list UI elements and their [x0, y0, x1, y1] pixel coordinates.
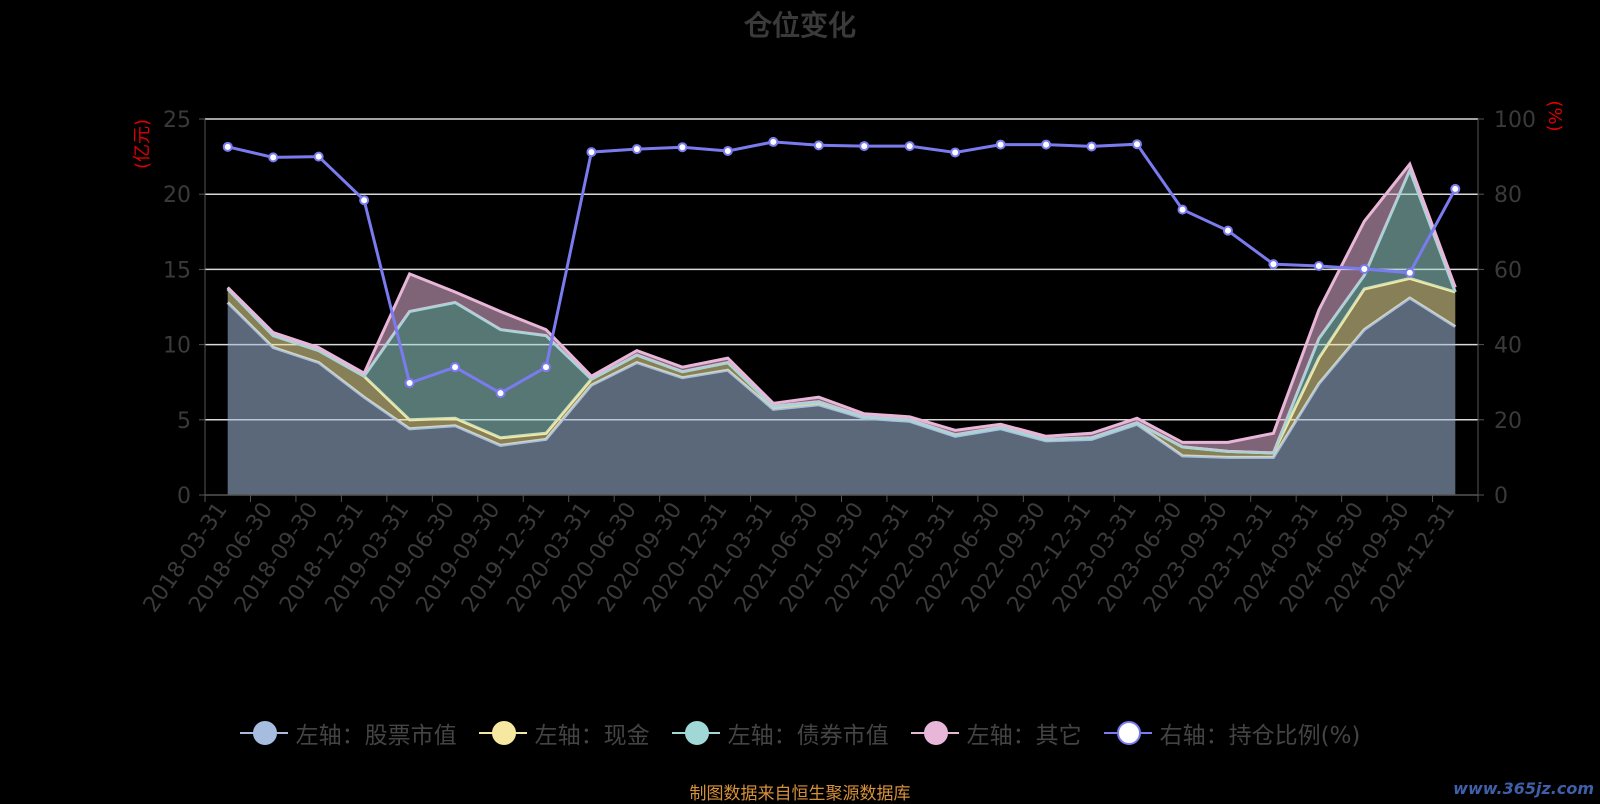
- legend-swatch-cash-icon: [478, 720, 527, 746]
- legend-label-cash: 左轴：现金: [534, 723, 650, 749]
- legend: 左轴：股票市值 左轴：现金 左轴：债券市值 左轴：其它 右轴：持仓比例(%): [0, 716, 1600, 750]
- ratio-point[interactable]: [1086, 141, 1097, 152]
- ratio-point[interactable]: [404, 377, 415, 388]
- ratio-point[interactable]: [950, 147, 961, 158]
- legend-swatch-other-icon: [910, 720, 959, 746]
- source-note: 制图数据来自恒生聚源数据库: [689, 784, 911, 804]
- ratio-point[interactable]: [1132, 139, 1143, 150]
- ratio-point[interactable]: [1450, 183, 1461, 194]
- legend-item-bond[interactable]: 左轴：债券市值: [671, 716, 889, 750]
- right-tick-label: 0: [1494, 484, 1508, 509]
- left-tick-label: 25: [163, 108, 191, 133]
- right-tick-label: 80: [1494, 183, 1522, 208]
- ratio-point[interactable]: [1177, 204, 1188, 215]
- area-0: [227, 298, 1456, 495]
- ratio-point[interactable]: [677, 142, 688, 153]
- legend-label-stock: 左轴：股票市值: [295, 723, 457, 749]
- right-axis-label: (%): [1544, 100, 1565, 131]
- ratio-point[interactable]: [859, 141, 870, 152]
- legend-label-bond: 左轴：债券市值: [727, 723, 889, 749]
- legend-label-other: 左轴：其它: [966, 723, 1082, 749]
- left-tick-label: 0: [177, 484, 191, 509]
- ratio-point[interactable]: [1313, 261, 1324, 272]
- left-axis-label: (亿元): [132, 119, 153, 169]
- legend-label-ratio: 右轴：持仓比例(%): [1159, 723, 1361, 749]
- legend-swatch-ratio-icon: [1103, 720, 1152, 746]
- ratio-point[interactable]: [1359, 264, 1370, 275]
- ratio-point[interactable]: [768, 136, 779, 147]
- ratio-point[interactable]: [586, 147, 597, 158]
- ratio-point[interactable]: [495, 388, 506, 399]
- right-tick-label: 100: [1494, 108, 1536, 133]
- area-edge-3: [226, 161, 1457, 444]
- right-tick-label: 40: [1494, 334, 1522, 359]
- legend-item-stock[interactable]: 左轴：股票市值: [239, 716, 457, 750]
- legend-swatch-stock-icon: [239, 720, 288, 746]
- ratio-point[interactable]: [222, 141, 233, 152]
- left-tick-label: 10: [163, 334, 191, 359]
- ratio-point[interactable]: [1404, 267, 1415, 278]
- stacked-areas: [226, 161, 1457, 495]
- left-tick-label: 5: [177, 409, 191, 434]
- right-tick-label: 60: [1494, 258, 1522, 283]
- ratio-point[interactable]: [631, 144, 642, 155]
- ratio-point[interactable]: [722, 145, 733, 156]
- ratio-point[interactable]: [1268, 259, 1279, 270]
- ratio-line-path: [227, 140, 1457, 395]
- legend-item-other[interactable]: 左轴：其它: [910, 716, 1082, 750]
- ratio-point[interactable]: [995, 139, 1006, 150]
- legend-swatch-bond-icon: [671, 720, 720, 746]
- left-tick-label: 20: [163, 183, 191, 208]
- ratio-line: [222, 136, 1461, 399]
- ratio-point[interactable]: [904, 141, 915, 152]
- watermark: www.365jz.com: [1453, 779, 1594, 798]
- ratio-point[interactable]: [813, 140, 824, 151]
- ratio-point[interactable]: [1041, 139, 1052, 150]
- ratio-point[interactable]: [450, 362, 461, 373]
- ratio-point[interactable]: [313, 151, 324, 162]
- area-3: [227, 164, 1456, 453]
- area-2: [227, 170, 1456, 453]
- right-tick-label: 20: [1494, 409, 1522, 434]
- legend-item-cash[interactable]: 左轴：现金: [478, 716, 650, 750]
- left-tick-label: 15: [163, 258, 191, 283]
- ratio-point[interactable]: [359, 195, 370, 206]
- ratio-point[interactable]: [268, 152, 279, 163]
- ratio-point[interactable]: [540, 362, 551, 373]
- legend-item-ratio[interactable]: 右轴：持仓比例(%): [1103, 716, 1361, 750]
- chart-title: 仓位变化: [743, 9, 856, 42]
- ratio-point[interactable]: [1222, 225, 1233, 236]
